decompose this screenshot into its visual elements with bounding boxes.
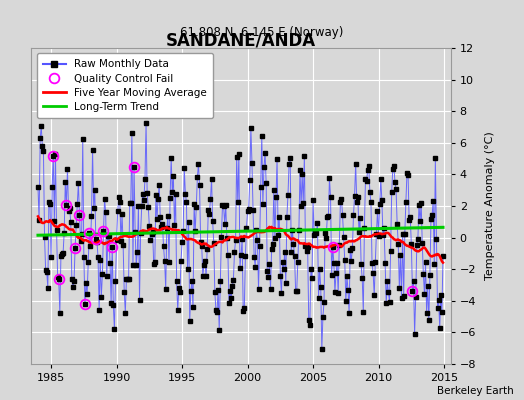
Y-axis label: Temperature Anomaly (°C): Temperature Anomaly (°C) (485, 132, 495, 280)
Text: Berkeley Earth: Berkeley Earth (437, 386, 514, 396)
Text: 61.808 N, 6.145 E (Norway): 61.808 N, 6.145 E (Norway) (180, 26, 344, 39)
Title: SANDANE/ANDA: SANDANE/ANDA (166, 31, 316, 49)
Legend: Raw Monthly Data, Quality Control Fail, Five Year Moving Average, Long-Term Tren: Raw Monthly Data, Quality Control Fail, … (37, 53, 213, 118)
